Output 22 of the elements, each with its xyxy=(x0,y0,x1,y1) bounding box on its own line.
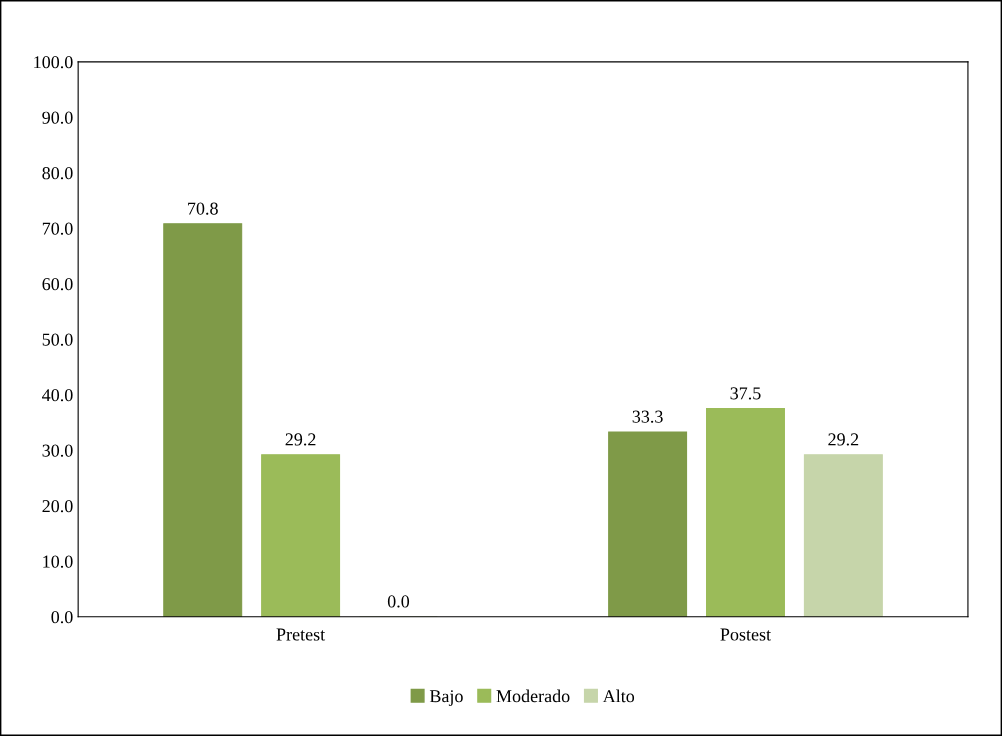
y-tick-label: 90.0 xyxy=(42,111,73,124)
legend-label: Bajo xyxy=(429,690,463,706)
x-tick-label: Pretest xyxy=(276,628,326,641)
data-label: 37.5 xyxy=(730,387,761,400)
y-tick-label: 70.0 xyxy=(42,222,73,235)
y-tick-label: 10.0 xyxy=(43,555,73,568)
data-label: 33.3 xyxy=(632,410,663,423)
y-tick-label: 20.0 xyxy=(42,500,73,513)
data-label: 0.0 xyxy=(387,595,410,608)
x-tick-label: Postest xyxy=(720,628,771,641)
y-tick-label: 100.0 xyxy=(34,56,73,69)
legend-label: Alto xyxy=(602,689,635,703)
y-tick-label: 50.0 xyxy=(42,333,73,346)
y-tick-label: 80.0 xyxy=(42,167,73,180)
y-tick-label: 40.0 xyxy=(42,389,73,402)
data-label: 70.8 xyxy=(188,202,218,215)
y-tick-label: 30.0 xyxy=(42,444,73,457)
data-label: 29.2 xyxy=(285,433,316,446)
legend-label: Moderado xyxy=(496,689,570,703)
y-tick-label: 60.0 xyxy=(42,278,73,291)
data-label: 29.2 xyxy=(828,433,859,446)
y-tick-label: 0.0 xyxy=(51,611,73,624)
